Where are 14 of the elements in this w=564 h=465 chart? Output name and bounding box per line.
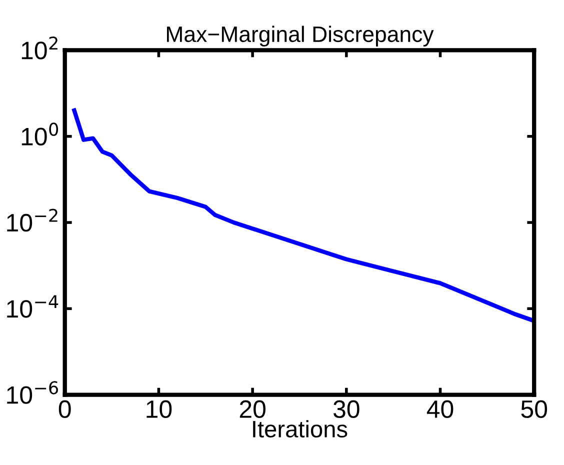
x-axis-title: Iterations (253, 420, 348, 438)
y-tick-label: 10$^{−2}$ (7, 208, 58, 232)
y-tick-label: 10$^{0}$ (22, 122, 58, 146)
x-tick-label: 0 (58, 400, 71, 418)
line-series (72, 108, 534, 323)
y-tick-label: 10$^{−6}$ (7, 381, 58, 404)
y-tick-label: 10$^{−4}$ (7, 295, 58, 318)
x-tick-label: 50 (521, 400, 548, 418)
x-tick-label: 10 (146, 400, 172, 418)
x-tick-label: 20 (240, 400, 266, 418)
y-tick-label: 10$^{2}$ (22, 36, 58, 60)
x-tick-label: 30 (333, 400, 360, 418)
x-tick-label: 40 (426, 400, 454, 418)
chart-title: Max−Marginal Discrepancy (167, 26, 434, 46)
